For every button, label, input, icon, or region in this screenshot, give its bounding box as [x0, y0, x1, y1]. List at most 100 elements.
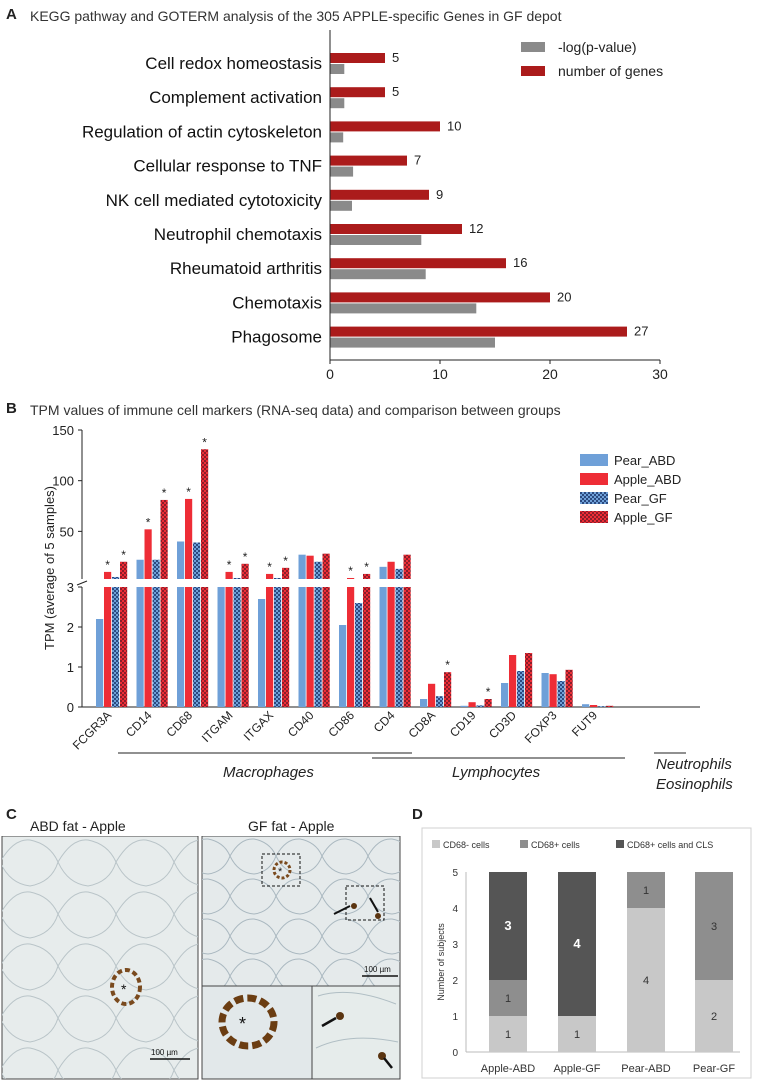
bar-foxp3-apple-abd: [549, 674, 557, 707]
bar-cd3d-apple-abd: [509, 655, 517, 707]
group-neutrophils-label: Neutrophils: [656, 756, 732, 773]
bar-cd8a-pear-gf: [436, 696, 444, 707]
bar-fcgr3a-apple-gf: [120, 587, 128, 707]
group-lymphocytes-label: Lymphocytes: [452, 764, 541, 781]
panel-d-letter: D: [412, 806, 423, 823]
bar-cd14-apple-abd: [144, 587, 152, 707]
bar-cd68-pear-abd-upper: [177, 541, 185, 579]
y-tick-label-100: 100: [52, 474, 74, 489]
y-tick-label-4: 4: [452, 904, 458, 915]
bar-itgam-pear-gf-upper: [233, 577, 241, 579]
category-label-cellular-response-to-tnf: Cellular response to TNF: [133, 157, 322, 176]
legend-label-apple-abd: Apple_ABD: [614, 472, 681, 487]
arrow-icon: [383, 1057, 393, 1069]
legend-swatch-pear-gf: [580, 492, 608, 504]
inset-cells-image: [311, 985, 401, 1080]
bar-cd4-pear-gf-upper: [395, 568, 403, 579]
inset-asterisk: *: [239, 1014, 246, 1034]
bar-cd14-apple-gf: [160, 587, 168, 707]
bar-itgax-apple-gf-upper: [282, 567, 290, 579]
data-label-cell-redox-homeostasis: 5: [392, 50, 399, 65]
clc-asterisk-right: *: [278, 866, 283, 878]
bar-itgax-pear-gf: [274, 587, 282, 707]
data-label-cellular-response-to-tnf: 7: [414, 153, 421, 168]
legend-label-cd68-cells-and-cls: CD68+ cells and CLS: [627, 840, 713, 850]
y-tick-label-0: 0: [452, 1048, 458, 1059]
bar-fut9-apple-gf: [606, 705, 614, 707]
clc-asterisk-left: *: [121, 981, 127, 997]
group-eosinophils-label: Eosinophils: [656, 776, 733, 793]
bar-itgam-apple-abd-upper: [225, 571, 233, 579]
chart-d-stacked: CD68- cells CD68+ cells CD68+ cells and CL…: [421, 827, 752, 1079]
stack-label-apple-abd-cd68-cells: 1: [505, 993, 511, 1005]
significance-marker-itgax-apple-gf: *: [283, 554, 288, 568]
bar-cd4-pear-gf: [395, 587, 403, 707]
bar-genes-phagosome: [330, 326, 627, 337]
chart-b-markers: TPM (average of 5 samples) 0 1 2 3 50 100 150 * *…: [42, 423, 700, 759]
stack-label-apple-gf-cd68-cells: 1: [574, 1029, 580, 1041]
legend-swatch-cd68-cells: [432, 840, 440, 848]
category-label-neutrophil-chemotaxis: Neutrophil chemotaxis: [154, 225, 322, 244]
x-tick-label-30: 30: [652, 366, 668, 382]
bar-fcgr3a-apple-abd-upper: [104, 571, 112, 579]
y-tick-label-50: 50: [60, 524, 74, 539]
stack-apple-abd-cd68-cells-and-cls: [489, 872, 527, 980]
significance-marker-cd19-apple-gf: *: [486, 685, 491, 699]
panel-b-title: TPM values of immune cell markers (RNA-s…: [30, 402, 561, 418]
bar-genes-cellular-response-to-tnf: [330, 155, 407, 166]
bar-cd68-apple-gf: [201, 587, 209, 707]
bar-cd40-apple-gf: [322, 587, 330, 707]
x-tick-label-10: 10: [432, 366, 448, 382]
legend-swatch-cd68-cells-and-cls: [616, 840, 624, 848]
panel-b-letter: B: [6, 400, 17, 417]
bar-cd14-pear-abd-upper: [136, 559, 144, 579]
significance-marker-cd86-apple-abd: *: [348, 564, 353, 578]
bar-cd68-apple-abd-upper: [185, 498, 193, 579]
y-tick-label-2: 2: [67, 620, 74, 635]
bar-cd68-pear-gf: [193, 587, 201, 707]
bar-itgax-pear-gf-upper: [274, 577, 282, 579]
panel-a-letter: A: [6, 6, 17, 23]
y-tick-label-2: 2: [452, 976, 458, 987]
category-label-apple-abd: Apple-ABD: [481, 1063, 535, 1075]
bar-cd14-pear-gf: [152, 587, 160, 707]
gf-fat-image: * 100 µm: [201, 836, 401, 987]
bar-cd19-pear-abd: [460, 705, 468, 707]
bar-cd19-apple-abd: [468, 702, 476, 707]
bar-cd86-pear-abd: [339, 625, 347, 707]
data-label-phagosome: 27: [634, 324, 648, 339]
legend-label-apple-gf: Apple_GF: [614, 510, 673, 525]
bar-foxp3-pear-abd: [541, 673, 549, 707]
bar-cd14-pear-abd: [136, 587, 144, 707]
data-label-neutrophil-chemotaxis: 12: [469, 221, 483, 236]
bar-cd14-pear-gf-upper: [152, 559, 160, 579]
scalebar-left-label: 100 µm: [151, 1048, 178, 1057]
bar-itgax-pear-abd: [258, 599, 266, 707]
legend-label-pear-gf: Pear_GF: [614, 491, 667, 506]
bar-fcgr3a-pear-gf: [112, 587, 120, 707]
stack-label-pear-gf-cd68-cells: 2: [711, 1011, 717, 1023]
significance-marker-cd8a-apple-gf: *: [445, 658, 450, 672]
legend-swatch-apple-abd: [580, 473, 608, 485]
inset-box-cells: [345, 885, 385, 921]
bar-itgam-pear-abd: [217, 587, 225, 707]
bar-cd19-pear-gf: [476, 705, 484, 707]
arrow-icon: [333, 905, 351, 915]
bar-cd4-apple-abd: [387, 587, 395, 707]
bar-fut9-pear-abd: [582, 704, 590, 707]
y-tick-label-1: 1: [67, 660, 74, 675]
category-label-nk-cell-mediated-cytotoxicity: NK cell mediated cytotoxicity: [106, 191, 323, 210]
bar-cd4-apple-gf: [403, 587, 411, 707]
stack-label-apple-abd-cd68-cells: 1: [505, 1029, 511, 1041]
category-label-regulation-of-actin-cytoskeleton: Regulation of actin cytoskeleton: [82, 122, 322, 141]
bar-cd3d-apple-gf: [525, 653, 533, 707]
y-tick-label-3: 3: [452, 940, 458, 951]
category-label-complement-activation: Complement activation: [149, 88, 322, 107]
stack-pear-abd-cd68-cells: [627, 908, 665, 1052]
bar-genes-regulation-of-actin-cytoskeleton: [330, 121, 440, 132]
legend-label-number-of-genes: number of genes: [558, 63, 663, 79]
panel-c-letter: C: [6, 806, 17, 823]
significance-marker-itgam-apple-gf: *: [243, 550, 248, 564]
bar-cd86-apple-gf: [363, 587, 371, 707]
category-label-apple-gf: Apple-GF: [553, 1063, 600, 1075]
